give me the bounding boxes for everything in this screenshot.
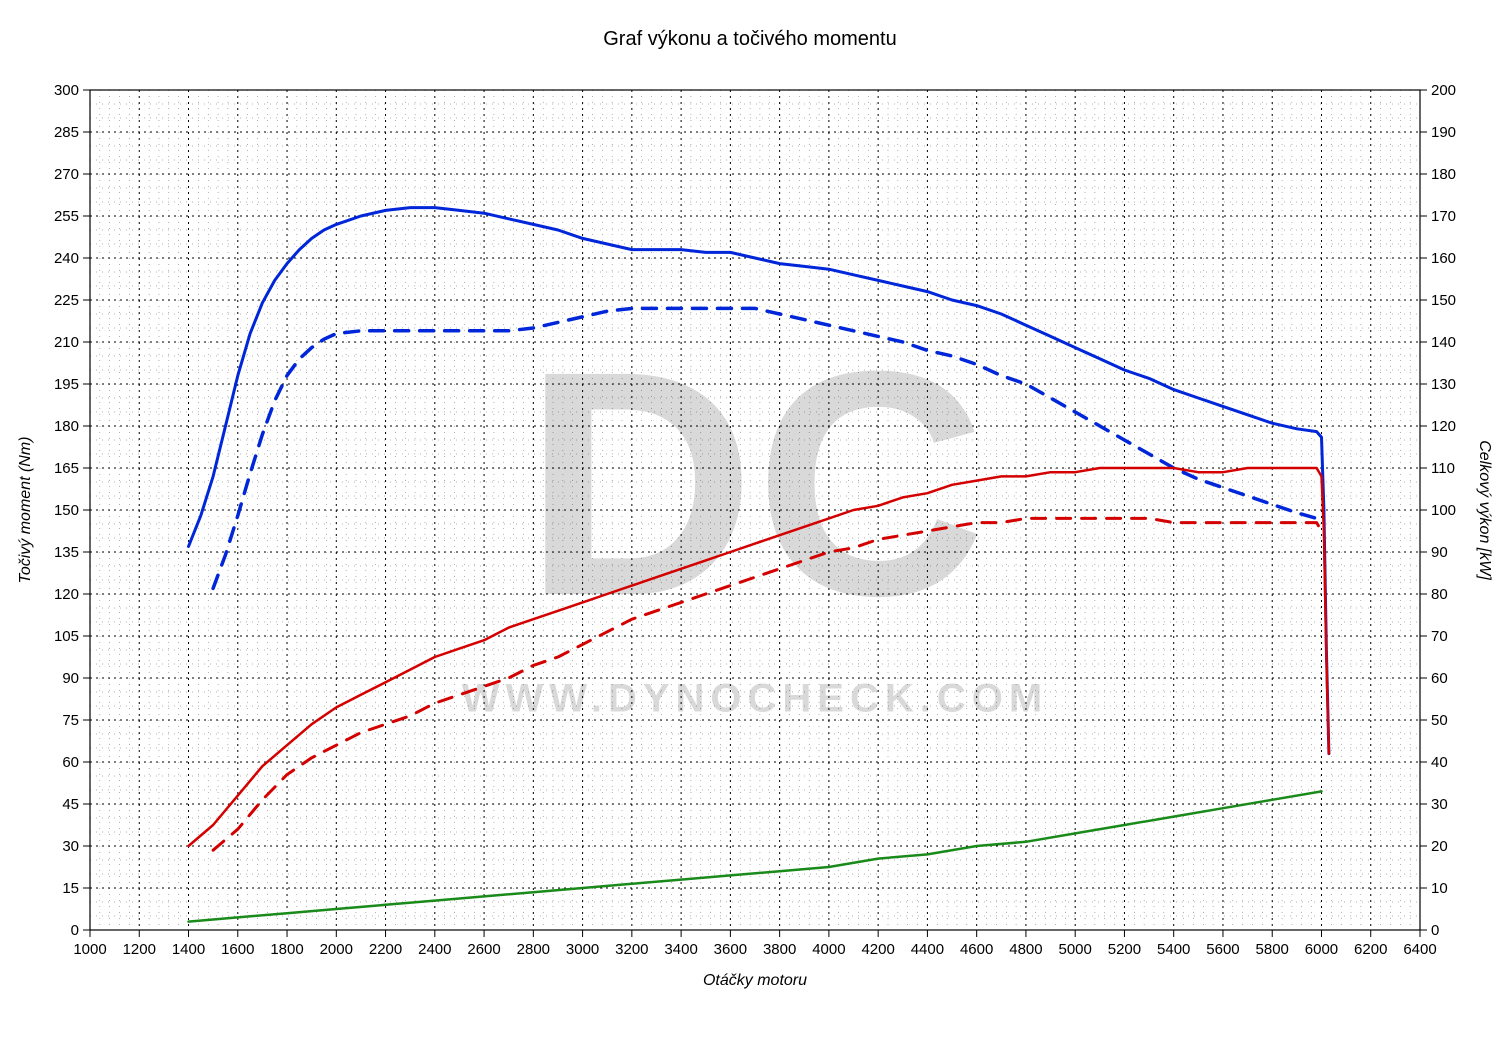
x-tick-label: 1200 xyxy=(123,941,156,958)
y-left-tick-label: 0 xyxy=(71,922,79,939)
y-left-tick-label: 15 xyxy=(62,880,79,897)
dyno-chart: DCWWW.DYNOCHECK.COM100012001400160018002… xyxy=(0,0,1500,1041)
x-tick-label: 1800 xyxy=(270,941,303,958)
y-right-tick-label: 140 xyxy=(1431,334,1456,351)
y-left-tick-label: 165 xyxy=(54,460,79,477)
y-left-tick-label: 195 xyxy=(54,376,79,393)
y-left-tick-label: 60 xyxy=(62,754,79,771)
y-right-axis-label: Celkový výkon [kW] xyxy=(1476,440,1493,580)
x-tick-label: 4200 xyxy=(861,941,894,958)
y-left-tick-label: 150 xyxy=(54,502,79,519)
y-right-tick-label: 50 xyxy=(1431,712,1448,729)
y-left-tick-label: 45 xyxy=(62,796,79,813)
x-axis-label: Otáčky motoru xyxy=(703,972,807,989)
y-right-tick-label: 80 xyxy=(1431,586,1448,603)
y-left-tick-label: 300 xyxy=(54,82,79,99)
x-tick-label: 1400 xyxy=(172,941,205,958)
y-right-tick-label: 20 xyxy=(1431,838,1448,855)
y-left-tick-label: 240 xyxy=(54,250,79,267)
y-right-tick-label: 120 xyxy=(1431,418,1456,435)
x-tick-label: 2600 xyxy=(467,941,500,958)
x-tick-label: 5200 xyxy=(1108,941,1141,958)
x-tick-label: 3800 xyxy=(763,941,796,958)
y-left-tick-label: 225 xyxy=(54,292,79,309)
y-left-axis-label: Točivý moment (Nm) xyxy=(17,437,34,584)
y-right-tick-label: 40 xyxy=(1431,754,1448,771)
y-right-tick-label: 70 xyxy=(1431,628,1448,645)
y-left-tick-label: 105 xyxy=(54,628,79,645)
y-left-tick-label: 210 xyxy=(54,334,79,351)
x-tick-label: 3400 xyxy=(664,941,697,958)
y-right-tick-label: 190 xyxy=(1431,124,1456,141)
y-left-tick-label: 135 xyxy=(54,544,79,561)
y-left-tick-label: 270 xyxy=(54,166,79,183)
x-tick-label: 6400 xyxy=(1403,941,1436,958)
y-right-tick-label: 200 xyxy=(1431,82,1456,99)
y-right-tick-label: 30 xyxy=(1431,796,1448,813)
y-right-tick-label: 10 xyxy=(1431,880,1448,897)
x-tick-label: 5000 xyxy=(1058,941,1091,958)
watermark: DC WWW.DYNOCHECK.COM xyxy=(462,304,1048,721)
x-tick-label: 5400 xyxy=(1157,941,1190,958)
y-left-tick-label: 180 xyxy=(54,418,79,435)
chart-title: Graf výkonu a točivého momentu xyxy=(603,28,896,50)
y-right-tick-label: 180 xyxy=(1431,166,1456,183)
y-right-tick-label: 160 xyxy=(1431,250,1456,267)
x-tick-label: 2400 xyxy=(418,941,451,958)
x-tick-label: 4800 xyxy=(1009,941,1042,958)
y-left-tick-label: 285 xyxy=(54,124,79,141)
svg-text:WWW.DYNOCHECK.COM: WWW.DYNOCHECK.COM xyxy=(462,677,1048,721)
x-tick-label: 2800 xyxy=(517,941,550,958)
svg-text:DC: DC xyxy=(524,304,986,662)
x-tick-label: 1000 xyxy=(73,941,106,958)
x-tick-label: 6200 xyxy=(1354,941,1387,958)
x-tick-label: 4400 xyxy=(911,941,944,958)
y-left-tick-label: 30 xyxy=(62,838,79,855)
x-tick-label: 2000 xyxy=(320,941,353,958)
y-left-tick-label: 255 xyxy=(54,208,79,225)
y-right-tick-label: 90 xyxy=(1431,544,1448,561)
y-right-tick-label: 130 xyxy=(1431,376,1456,393)
y-right-tick-label: 0 xyxy=(1431,922,1439,939)
x-tick-label: 4000 xyxy=(812,941,845,958)
x-tick-label: 3000 xyxy=(566,941,599,958)
y-right-tick-label: 60 xyxy=(1431,670,1448,687)
x-tick-label: 5800 xyxy=(1256,941,1289,958)
y-left-tick-label: 75 xyxy=(62,712,79,729)
y-right-tick-label: 170 xyxy=(1431,208,1456,225)
y-left-tick-label: 120 xyxy=(54,586,79,603)
x-tick-label: 4600 xyxy=(960,941,993,958)
y-right-tick-label: 110 xyxy=(1431,460,1455,477)
y-left-tick-label: 90 xyxy=(62,670,79,687)
x-tick-label: 2200 xyxy=(369,941,402,958)
y-right-tick-label: 100 xyxy=(1431,502,1456,519)
x-tick-label: 1600 xyxy=(221,941,254,958)
x-tick-label: 3200 xyxy=(615,941,648,958)
x-tick-label: 5600 xyxy=(1206,941,1239,958)
x-tick-label: 3600 xyxy=(714,941,747,958)
x-tick-label: 6000 xyxy=(1305,941,1338,958)
y-right-tick-label: 150 xyxy=(1431,292,1456,309)
